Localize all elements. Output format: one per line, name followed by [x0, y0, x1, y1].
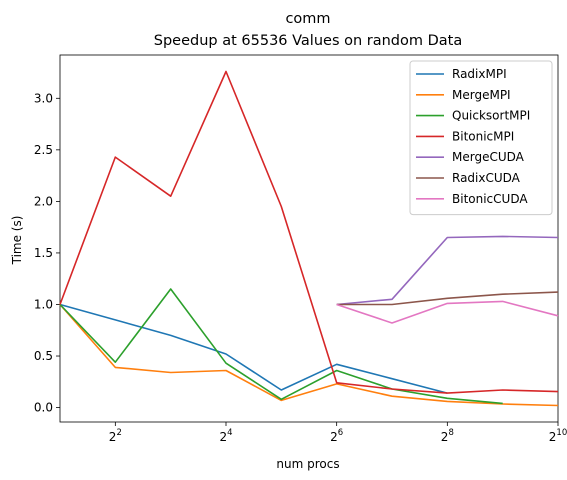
x-tick-label: 26: [330, 428, 343, 444]
y-tick-label: 1.5: [34, 246, 53, 260]
y-axis-label: Time (s): [10, 216, 24, 266]
series-line-radixcuda: [336, 291, 559, 306]
chart-subtitle: Speedup at 65536 Values on random Data: [154, 33, 463, 49]
chart-title: comm: [285, 11, 330, 27]
series-line-mergecuda: [336, 235, 559, 306]
legend-label: QuicksortMPI: [452, 109, 530, 123]
legend-label: MergeMPI: [452, 88, 511, 102]
y-tick-label: 1.0: [34, 297, 53, 311]
x-tick-label: 210: [549, 428, 567, 444]
x-tick-label: 24: [219, 428, 232, 444]
series-line-bitoniccuda: [336, 300, 559, 324]
y-tick-label: 2.5: [34, 143, 53, 157]
y-tick-label: 0.5: [34, 349, 53, 363]
series-line-bitonicmpi: [59, 70, 559, 394]
legend-label: BitonicCUDA: [452, 192, 528, 206]
y-tick-label: 2.0: [34, 194, 53, 208]
series-line-mergempi: [59, 303, 559, 407]
series-line-radixmpi: [59, 303, 448, 394]
y-tick-label: 0.0: [34, 401, 53, 415]
legend-label: MergeCUDA: [452, 150, 525, 164]
plot-frame: [59, 54, 559, 423]
x-tick-label: 22: [109, 428, 122, 444]
y-tick-label: 3.0: [34, 91, 53, 105]
legend-box: [409, 60, 553, 216]
series-line-quicksortmpi: [59, 288, 503, 405]
x-tick-label: 28: [441, 428, 454, 444]
legend-label: BitonicMPI: [452, 129, 514, 143]
legend-label: RadixCUDA: [452, 171, 521, 185]
x-axis-label: num procs: [276, 457, 339, 471]
legend-label: RadixMPI: [452, 67, 507, 81]
